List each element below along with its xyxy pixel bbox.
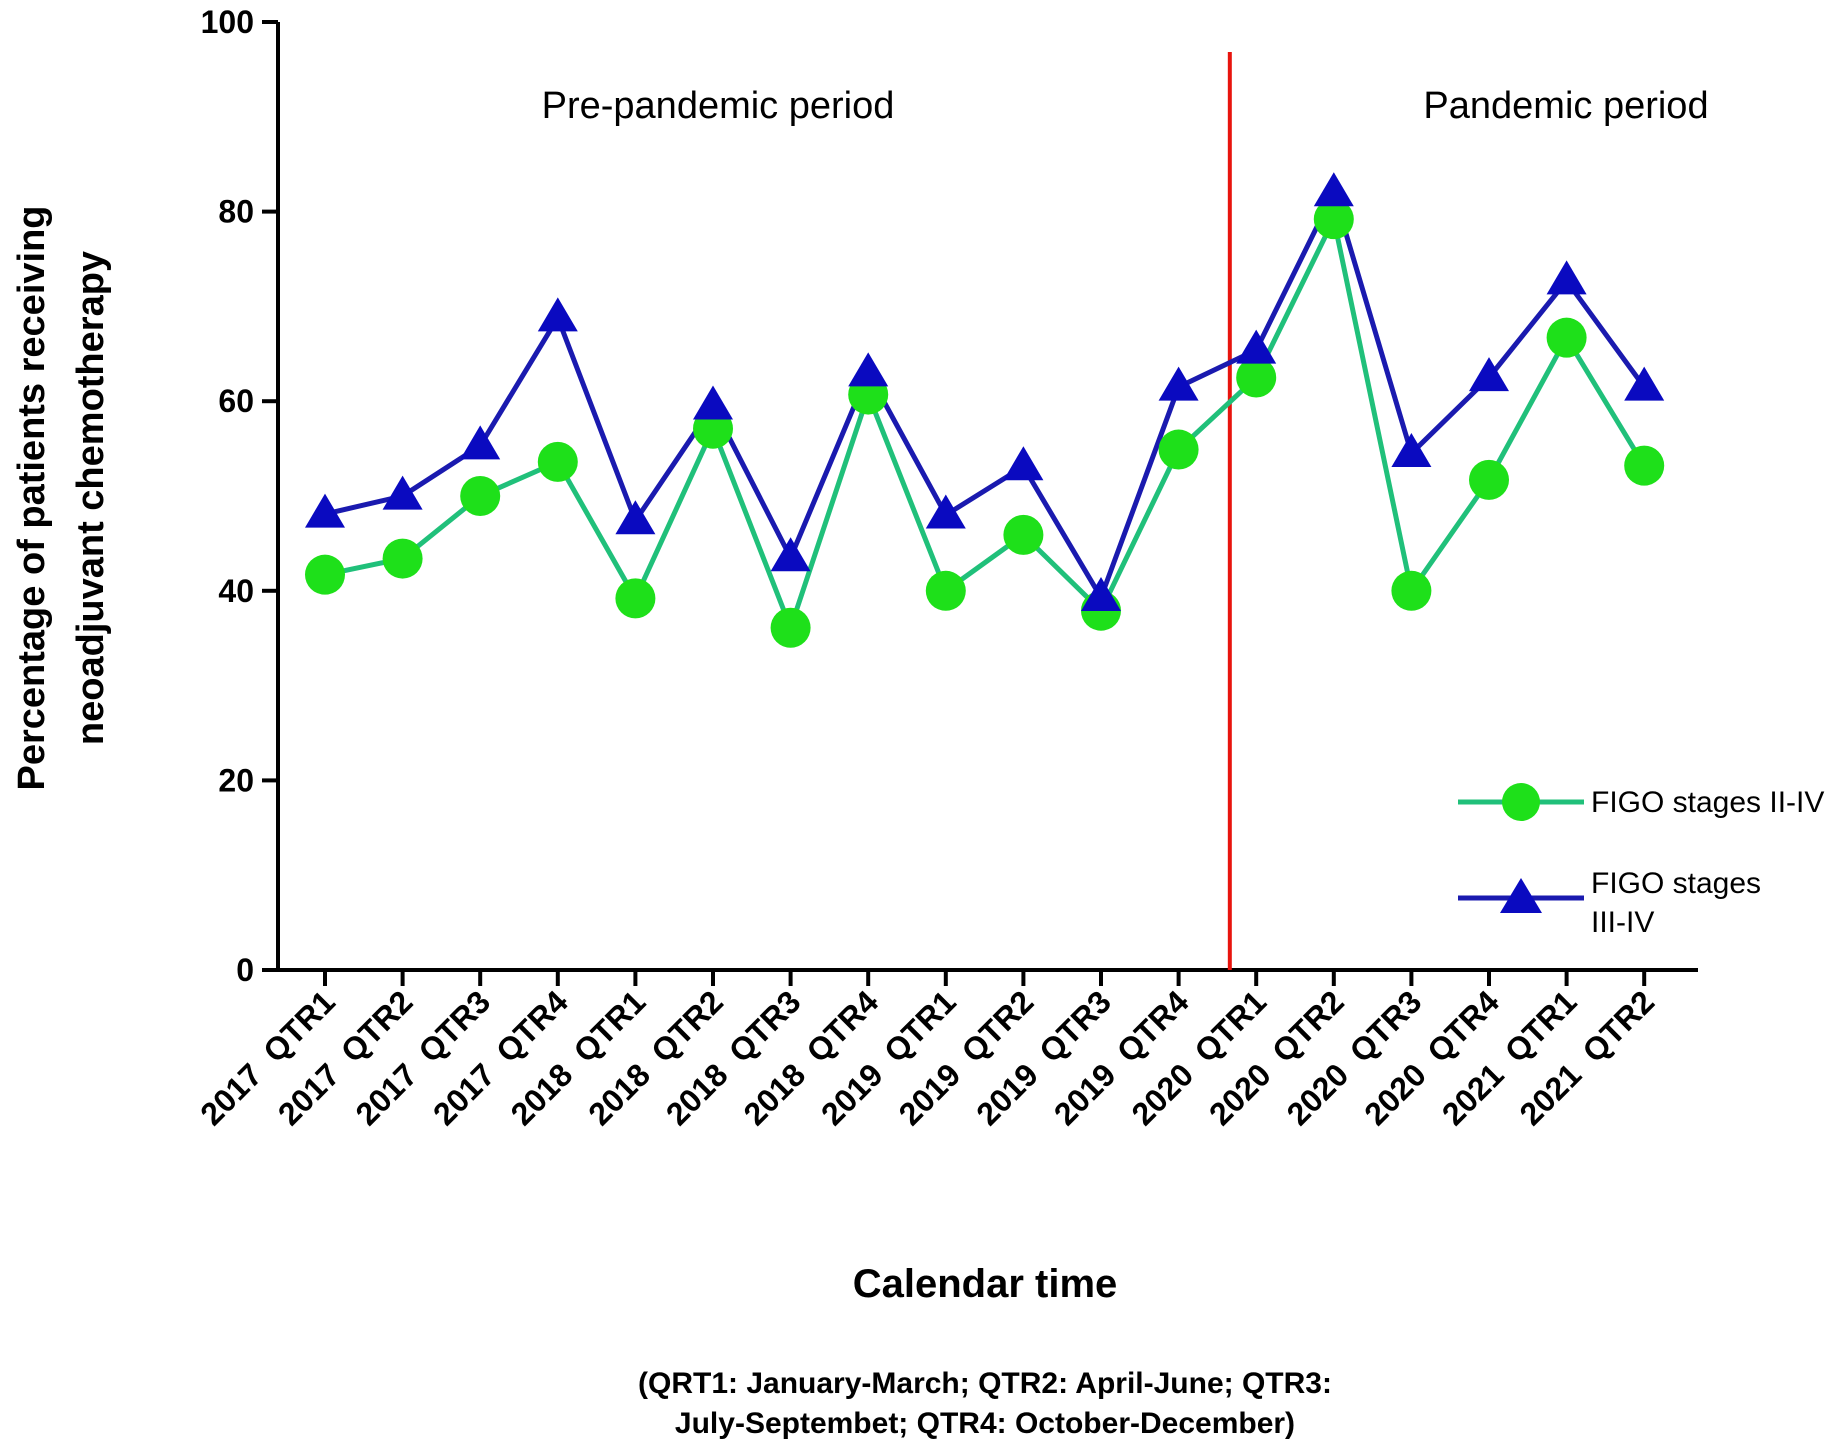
data-point-triangle bbox=[1236, 329, 1277, 364]
data-point-circle bbox=[770, 607, 811, 648]
y-tick-label: 0 bbox=[236, 952, 254, 988]
data-point-triangle bbox=[1081, 577, 1121, 612]
data-point-circle bbox=[305, 554, 345, 595]
footnote-line2: July-Septembet; QTR4: October-December) bbox=[675, 1407, 1295, 1440]
legend: FIGO stages II-IV FIGO stages III-IV bbox=[1458, 783, 1824, 939]
legend-marker-series-1 bbox=[1502, 783, 1540, 821]
footnote-line1: (QRT1: January-March; QTR2: April-June; … bbox=[638, 1367, 1332, 1400]
data-point-circle bbox=[615, 578, 656, 619]
y-axis-title-line1: Percentage of patients receiving bbox=[11, 206, 53, 791]
series-line-1 bbox=[324, 216, 1647, 631]
data-point-triangle bbox=[460, 425, 501, 460]
data-point-circle bbox=[1546, 317, 1587, 358]
data-point-circle bbox=[1236, 357, 1277, 398]
data-point-triangle bbox=[1003, 446, 1044, 481]
data-point-triangle bbox=[1391, 432, 1432, 467]
data-point-triangle bbox=[305, 493, 345, 528]
data-point-circle bbox=[1003, 514, 1044, 555]
data-point-circle bbox=[537, 441, 578, 482]
data-point-triangle bbox=[925, 494, 966, 529]
pandemic-label: Pandemic period bbox=[1423, 85, 1708, 127]
y-tick-label: 60 bbox=[218, 383, 254, 419]
data-point-triangle bbox=[1313, 172, 1354, 207]
legend-label-series-2-line1: FIGO stages bbox=[1591, 867, 1761, 900]
data-point-triangle bbox=[1469, 357, 1509, 392]
data-point-triangle bbox=[1546, 260, 1587, 295]
data-point-circle bbox=[1624, 445, 1665, 486]
data-point-circle bbox=[925, 570, 966, 611]
data-point-circle bbox=[1469, 459, 1509, 500]
y-ticks: 0 20 40 60 80 100 bbox=[201, 4, 278, 988]
y-tick-label: 20 bbox=[218, 762, 254, 798]
pre-pandemic-label: Pre-pandemic period bbox=[542, 85, 895, 127]
legend-label-series-1: FIGO stages II-IV bbox=[1591, 786, 1824, 819]
y-tick-label: 80 bbox=[218, 194, 254, 230]
series-line-2 bbox=[324, 190, 1647, 600]
data-point-circle bbox=[1313, 199, 1354, 240]
legend-marker-series-2 bbox=[1500, 878, 1542, 913]
data-point-triangle bbox=[615, 500, 656, 535]
series-layer bbox=[305, 172, 1665, 648]
x-axis-title: Calendar time bbox=[853, 1262, 1118, 1306]
legend-label-series-2-line2: III-IV bbox=[1591, 906, 1654, 939]
legend-item-series-2: FIGO stages III-IV bbox=[1458, 867, 1761, 939]
legend-item-series-1: FIGO stages II-IV bbox=[1458, 783, 1824, 821]
data-point-triangle bbox=[537, 297, 578, 332]
data-point-triangle bbox=[848, 352, 889, 387]
data-point-triangle bbox=[770, 537, 811, 572]
data-point-triangle bbox=[382, 475, 423, 510]
data-point-circle bbox=[1158, 429, 1199, 470]
data-point-triangle bbox=[693, 385, 733, 420]
data-point-circle bbox=[1391, 570, 1432, 611]
data-point-circle bbox=[382, 538, 423, 579]
y-tick-label: 100 bbox=[201, 4, 254, 40]
y-axis-title-line2: neoadjuvant chemotherapy bbox=[70, 251, 112, 745]
y-tick-label: 40 bbox=[218, 573, 254, 609]
data-point-circle bbox=[460, 476, 501, 516]
data-point-triangle bbox=[1158, 366, 1199, 401]
data-point-triangle bbox=[1624, 366, 1665, 401]
